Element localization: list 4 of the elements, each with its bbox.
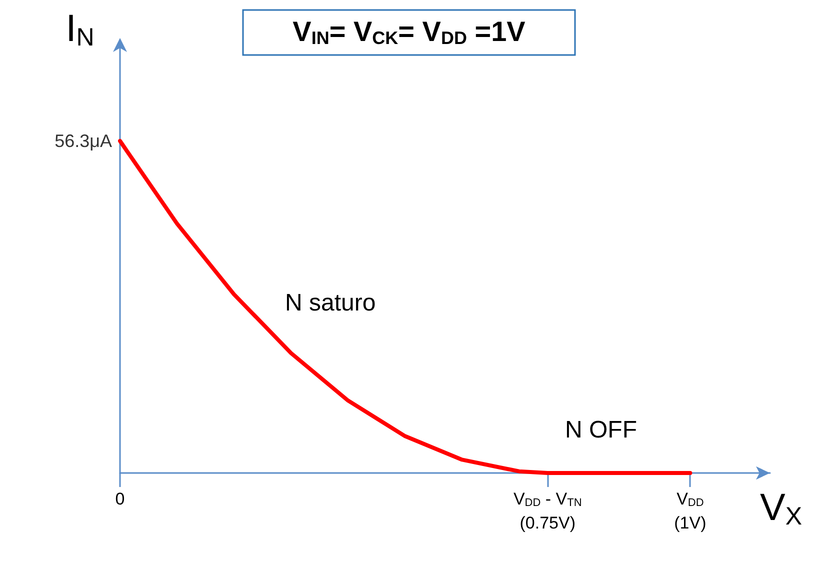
annotation: N saturo <box>285 290 376 316</box>
annotation: N OFF <box>565 416 637 444</box>
x-tick-label: 0 <box>115 490 125 508</box>
annotation: 56.3μA <box>54 130 112 151</box>
